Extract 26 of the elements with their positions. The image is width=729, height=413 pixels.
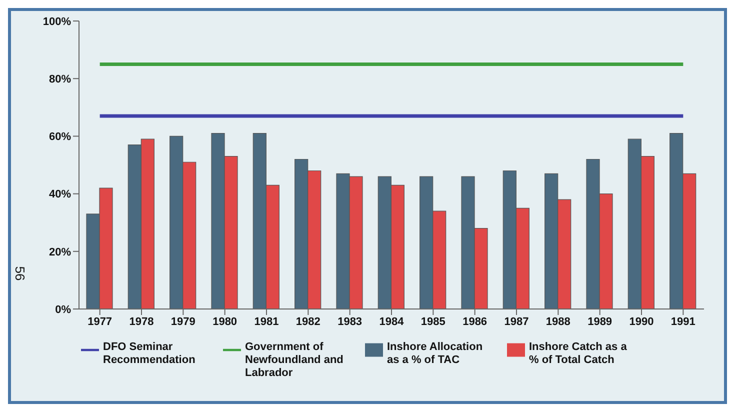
- x-tick-label: 1983: [338, 316, 362, 328]
- x-tick-label: 1991: [670, 316, 696, 328]
- x-tick-label: 1987: [504, 316, 529, 328]
- x-tick-label: 1986: [462, 316, 488, 328]
- x-tick-label: 1977: [88, 316, 112, 328]
- legend-label: Government of Newfoundland and Labrador: [245, 341, 344, 380]
- legend-label: DFO Seminar Recommendation: [103, 341, 196, 367]
- x-tick-label: 1989: [588, 316, 612, 328]
- legend-label: Inshore Catch as a % of Total Catch: [529, 341, 628, 367]
- x-tick-label: 1980: [212, 316, 238, 328]
- x-tick-label: 1985: [420, 316, 446, 328]
- x-tick-label: 1984: [379, 316, 405, 328]
- y-tick-label: 80%: [48, 74, 72, 86]
- x-tick-label: 1981: [254, 316, 279, 328]
- y-tick-label: 40%: [48, 188, 72, 201]
- y-tick-label: 20%: [48, 246, 72, 258]
- legend-label: Inshore Allocation as a % of TAC: [387, 341, 484, 367]
- y-tick-label: 100%: [42, 16, 72, 28]
- x-tick-label: 1978: [129, 316, 154, 328]
- x-tick-label: 1982: [296, 316, 320, 328]
- x-tick-label: 1988: [546, 316, 570, 328]
- text: 56: [12, 266, 28, 281]
- x-tick-label: 1979: [170, 316, 196, 328]
- x-tick-label: 1990: [629, 316, 654, 328]
- y-tick-label: 0%: [55, 304, 72, 316]
- y-tick-label: 60%: [48, 131, 72, 144]
